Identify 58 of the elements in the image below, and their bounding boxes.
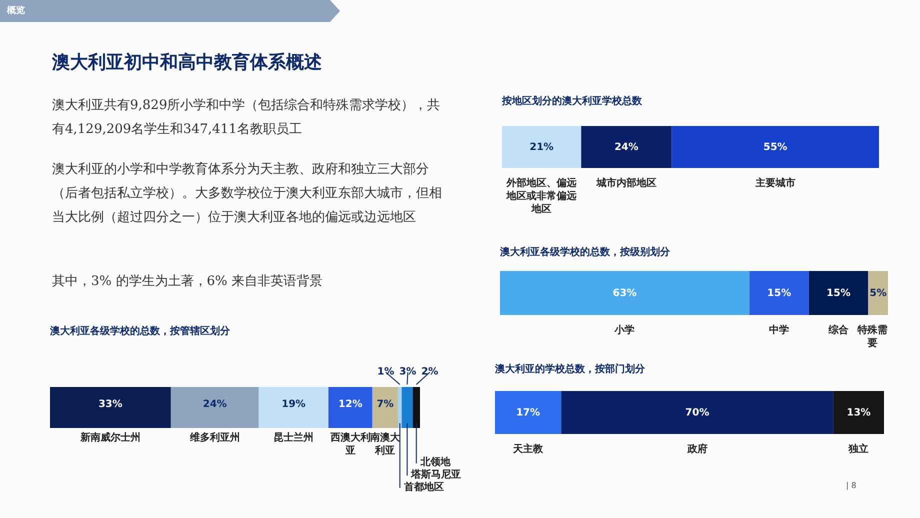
data-label: 63% [612, 288, 637, 299]
chart-title: 澳大利亚的学校总数，按部门划分 [494, 363, 646, 375]
series-label: 中学 [769, 324, 790, 336]
bar [398, 387, 402, 428]
data-label: 24% [202, 398, 227, 410]
text: 澳大利亚初中和高中教育体系概述 [52, 51, 322, 74]
bar [412, 387, 420, 428]
data-label: 7% [376, 398, 394, 410]
data-label: 2% [421, 366, 438, 378]
series-label: 独立 [848, 443, 869, 455]
data-label: 15% [767, 288, 792, 299]
series-label: 主要城市 [754, 177, 796, 189]
series-label: 特殊需要 [856, 324, 888, 349]
series-label: 综合 [828, 324, 850, 336]
series-label: 南澳大利亚 [369, 432, 402, 457]
series-label: 新南威尔士州 [79, 432, 140, 444]
text: 其中，3% 的学生为土著，6% 来自非英语背景 [52, 273, 324, 291]
data-label: 33% [98, 398, 122, 410]
text: 首都地区 [402, 480, 444, 493]
series-label: 昆士兰州 [274, 432, 314, 444]
chart-title: 按地区划分的澳大利亚学校总数 [501, 95, 643, 107]
bar [372, 387, 398, 428]
data-label: 19% [282, 398, 306, 410]
bar [402, 387, 413, 428]
data-label: 55% [763, 142, 788, 153]
data-label: 12% [338, 398, 362, 410]
bar [868, 271, 888, 315]
data-label: 5% [870, 288, 887, 299]
series-label: 城市内部地区 [595, 177, 656, 189]
bar [258, 387, 328, 428]
series-label: 小学 [614, 324, 635, 336]
series-label: 外部地区、偏远地区或非常偏远地区 [506, 177, 578, 215]
bar [500, 271, 750, 315]
bar [170, 387, 259, 428]
series-label: 维多利亚州 [188, 432, 240, 444]
text: 概览 [0, 0, 340, 22]
data-label: 17% [516, 408, 540, 418]
data-label: 1% [377, 366, 394, 378]
text: 北领地 [419, 456, 452, 468]
data-label: 13% [846, 408, 871, 418]
series-label: 西澳大利亚 [329, 432, 370, 457]
bar [328, 387, 372, 428]
chart-title: 澳大利亚各级学校的总数，按级别划分 [499, 246, 671, 258]
data-label: 24% [614, 142, 638, 153]
text: 澳大利亚的小学和中学教育体系分为天主教、政府和独立三大部分（后者包括私立学校）。大多数学校位于澳大利亚东部大城市，但相当大比例（超过四分之一）位于澳大利亚各地的偏远或边远地区 [52, 160, 443, 227]
bar [808, 271, 868, 315]
text: 澳大利亚共有9,829所小学和中学（包括综合和特殊需求学校），共有4,129,209名学生和347,411名教职员工 [52, 97, 442, 139]
data-label: 3% [399, 366, 416, 378]
data-label: 15% [826, 288, 850, 299]
data-label: 70% [685, 408, 710, 418]
text: | 8 [846, 481, 856, 490]
data-label: 21% [530, 142, 554, 153]
series-label: 政府 [686, 443, 708, 455]
chart-title: 澳大利亚各级学校的总数，按管辖区划分 [49, 325, 231, 337]
series-label: 天主教 [512, 443, 544, 455]
text: 塔斯马尼亚 [410, 468, 462, 480]
bar [50, 387, 171, 428]
bar [749, 271, 809, 315]
